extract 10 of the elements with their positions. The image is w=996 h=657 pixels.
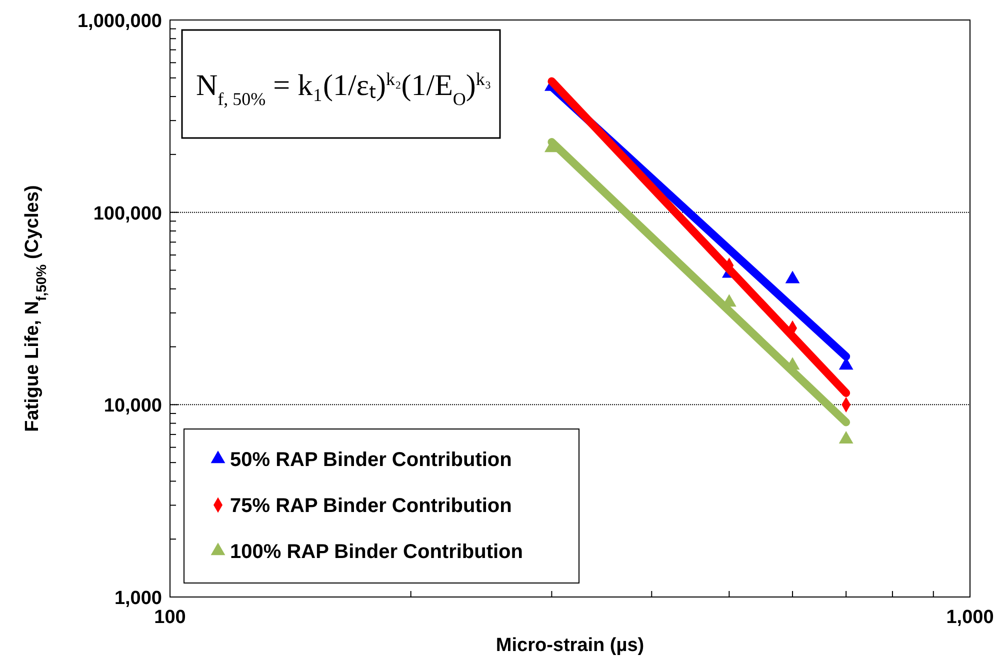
y-tick-label: 100,000 (93, 203, 162, 224)
y-tick-label: 1,000 (114, 588, 162, 609)
y-tick-label: 1,000,000 (77, 11, 162, 32)
legend-label: 75% RAP Binder Contribution (230, 495, 512, 517)
legend-label: 50% RAP Binder Contribution (230, 449, 512, 471)
annotation: N$_{f, 50%}$ = k₁(1/εₜ)$^{k₂}$(1/E$_{O}$)$^{k₃}$ (196, 69, 492, 109)
x-axis-title: Micro-strain (µs) (496, 635, 644, 656)
legend-label: 100% RAP Binder Contribution (230, 541, 523, 563)
x-tick-label: 100 (154, 607, 186, 628)
y-tick-label: 10,000 (104, 396, 162, 417)
